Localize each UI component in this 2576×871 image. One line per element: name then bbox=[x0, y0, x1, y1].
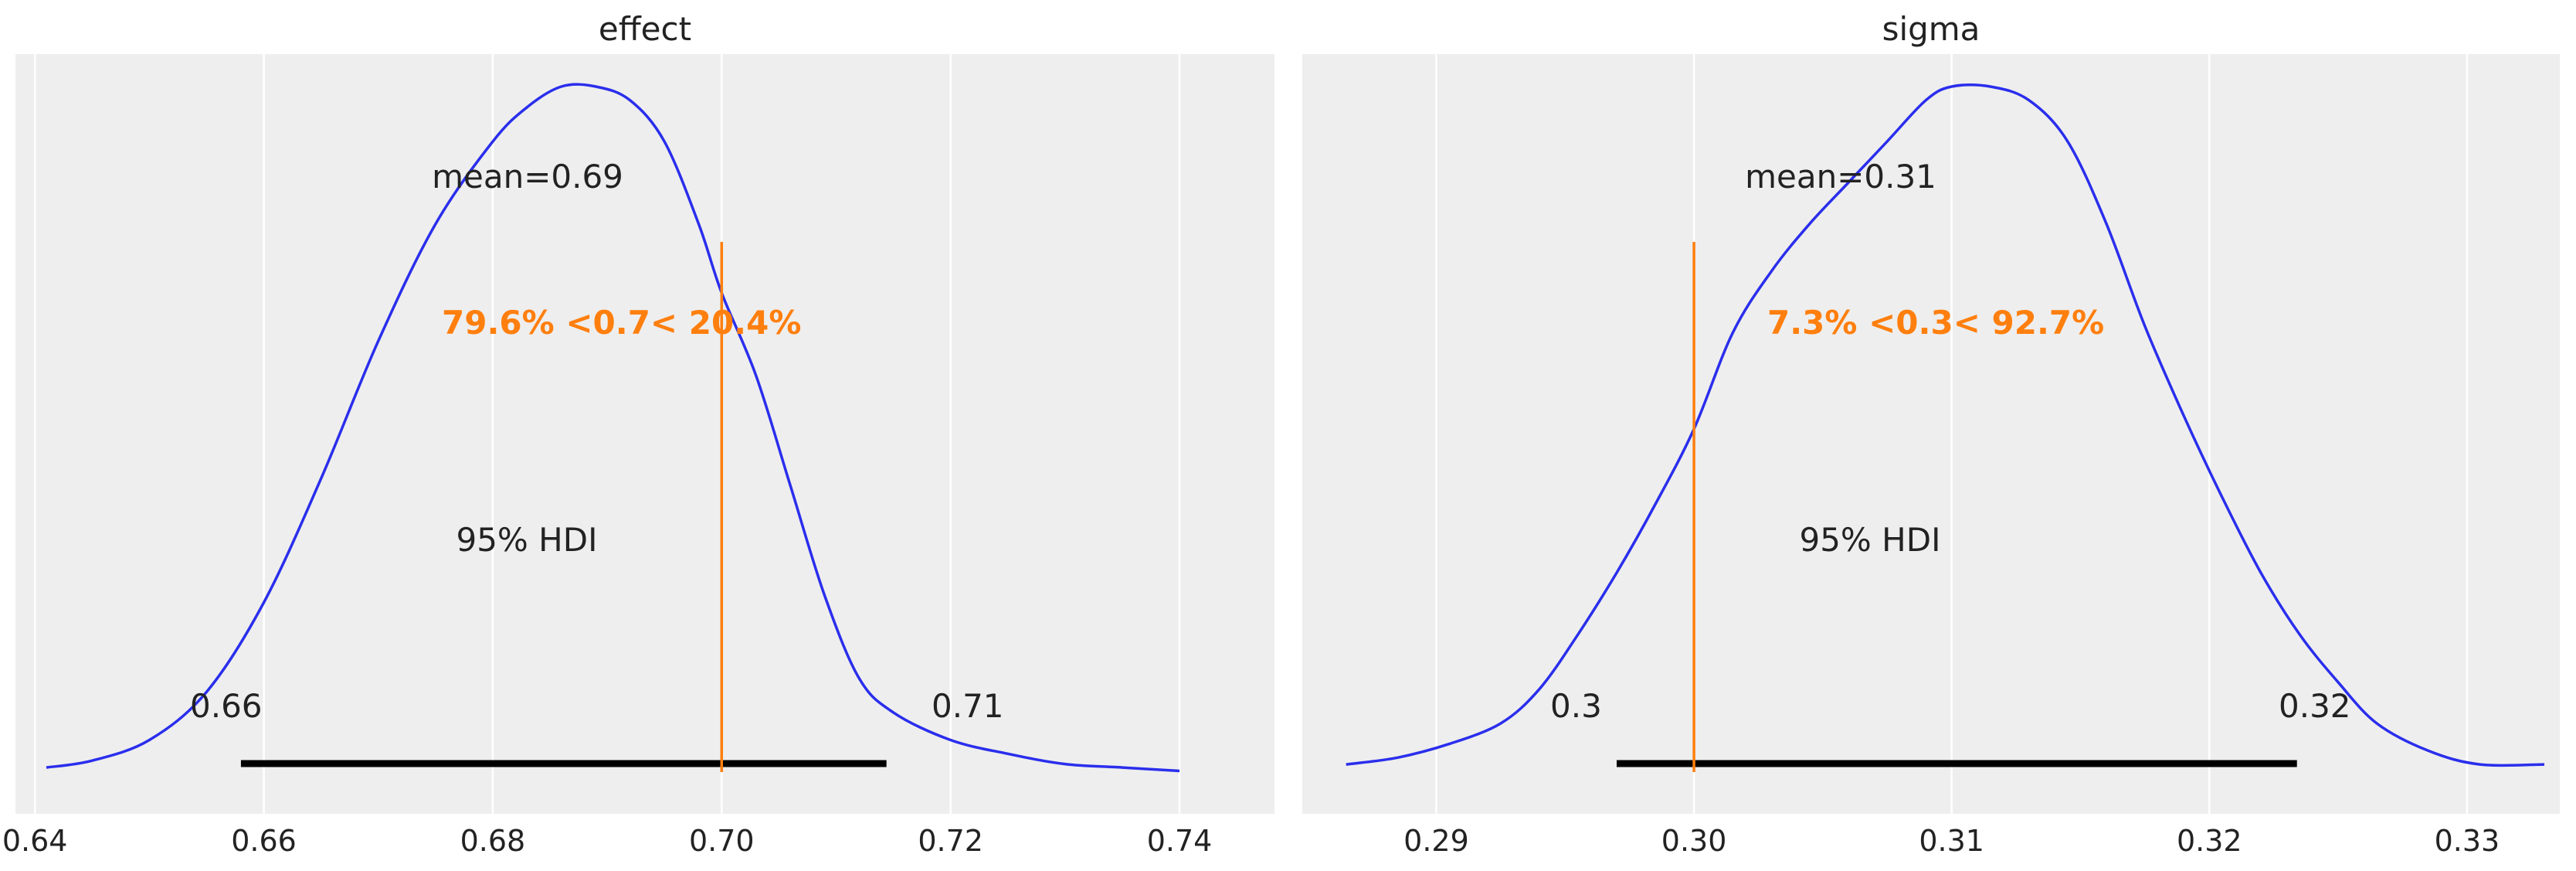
plot-area bbox=[1302, 54, 2560, 814]
x-tick-label: 0.29 bbox=[1403, 824, 1469, 858]
hdi-upper-label: 0.71 bbox=[932, 687, 1004, 725]
hdi-label: 95% HDI bbox=[1799, 521, 1940, 559]
hdi-lower-label: 0.3 bbox=[1550, 687, 1602, 725]
x-tick-label: 0.64 bbox=[2, 824, 68, 858]
panel-title: effect bbox=[599, 10, 691, 48]
posterior-density-curve bbox=[46, 83, 1180, 773]
x-tick-label: 0.33 bbox=[2435, 824, 2500, 858]
plot-area bbox=[15, 54, 1274, 814]
x-tick-label: 0.70 bbox=[689, 824, 755, 858]
hdi-upper-label: 0.32 bbox=[2279, 687, 2351, 725]
x-tick-label: 0.30 bbox=[1661, 824, 1727, 858]
hdi-label: 95% HDI bbox=[456, 521, 597, 559]
x-tick-label: 0.72 bbox=[918, 824, 983, 858]
x-tick-label: 0.74 bbox=[1147, 824, 1213, 858]
panel-title: sigma bbox=[1882, 10, 1980, 48]
x-tick-label: 0.66 bbox=[231, 824, 297, 858]
panel-effect: 0.64 0.66 0.68 0.70 0.72 0.74 effect mean=0.69 7… bbox=[2, 10, 1274, 858]
x-tick-label: 0.68 bbox=[460, 824, 526, 858]
reference-probability-label: 79.6% <0.7< 20.4% bbox=[442, 304, 801, 342]
posterior-density-curve bbox=[1346, 83, 2545, 767]
reference-probability-label: 7.3% <0.3< 92.7% bbox=[1767, 304, 2104, 342]
mean-label: mean=0.31 bbox=[1745, 158, 1936, 196]
hdi-lower-label: 0.66 bbox=[190, 687, 263, 725]
panel-sigma: 0.29 0.30 0.31 0.32 0.33 sigma mean=0.31 7.3% <… bbox=[1302, 10, 2560, 858]
x-tick-label: 0.31 bbox=[1919, 824, 1984, 858]
mean-label: mean=0.69 bbox=[432, 158, 623, 196]
x-tick-label: 0.32 bbox=[2177, 824, 2242, 858]
